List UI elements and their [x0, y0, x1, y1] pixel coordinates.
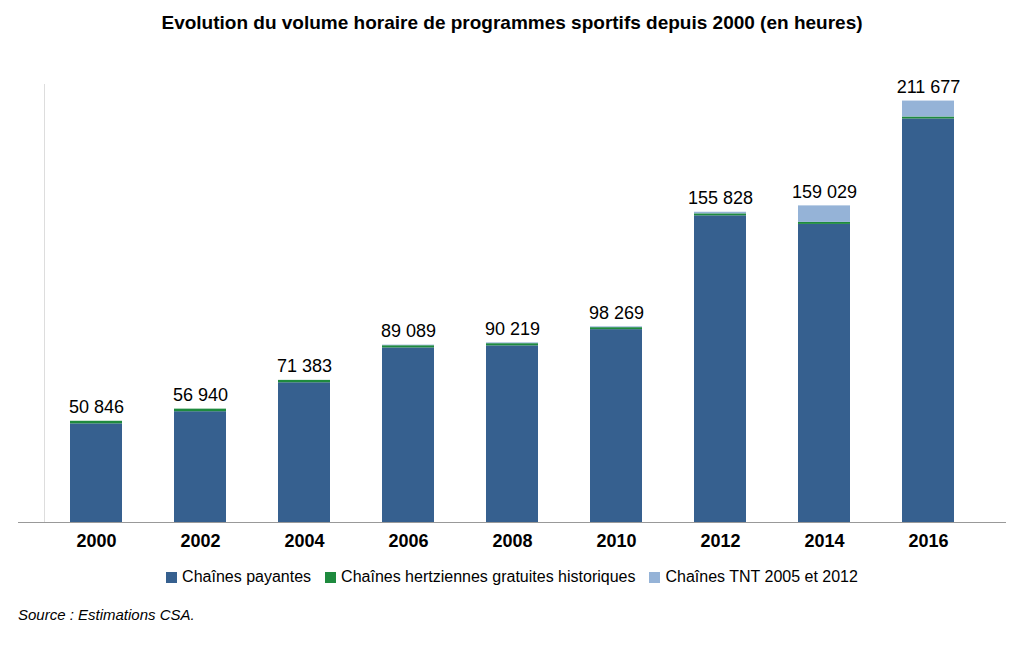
- svg-text:2016: 2016: [908, 531, 948, 551]
- svg-text:98 269: 98 269: [589, 303, 644, 323]
- svg-text:2014: 2014: [804, 531, 844, 551]
- svg-text:2000: 2000: [76, 531, 116, 551]
- svg-text:2006: 2006: [388, 531, 428, 551]
- html-text:Chaînes payantes: Chaînes payantes: [182, 568, 312, 585]
- svg-text:89 089: 89 089: [381, 321, 436, 341]
- html-text:Chaînes hertziennes gratuites: Chaînes hertziennes gratuites historique…: [341, 568, 636, 585]
- svg-text:50 846: 50 846: [69, 397, 124, 417]
- svg-text:2002: 2002: [180, 531, 220, 551]
- html-text:Evolution du volume horaire de: Evolution du volume horaire de programme…: [161, 12, 863, 33]
- svg-text:159 029: 159 029: [792, 182, 857, 202]
- svg-text:211 677: 211 677: [897, 77, 961, 97]
- svg-text:155 828: 155 828: [688, 188, 753, 208]
- svg-text:2008: 2008: [492, 531, 532, 551]
- svg-text:2010: 2010: [596, 531, 636, 551]
- svg-text:56 940: 56 940: [173, 385, 228, 405]
- svg-text:71 383: 71 383: [277, 356, 332, 376]
- svg-text:2012: 2012: [700, 531, 740, 551]
- svg-text:2004: 2004: [284, 531, 324, 551]
- html-text:Source : Estimations CSA.: Source : Estimations CSA.: [18, 606, 195, 623]
- svg-text:90 219: 90 219: [485, 319, 540, 339]
- html-text:Chaînes TNT 2005 et 2012: Chaînes TNT 2005 et 2012: [665, 568, 858, 585]
